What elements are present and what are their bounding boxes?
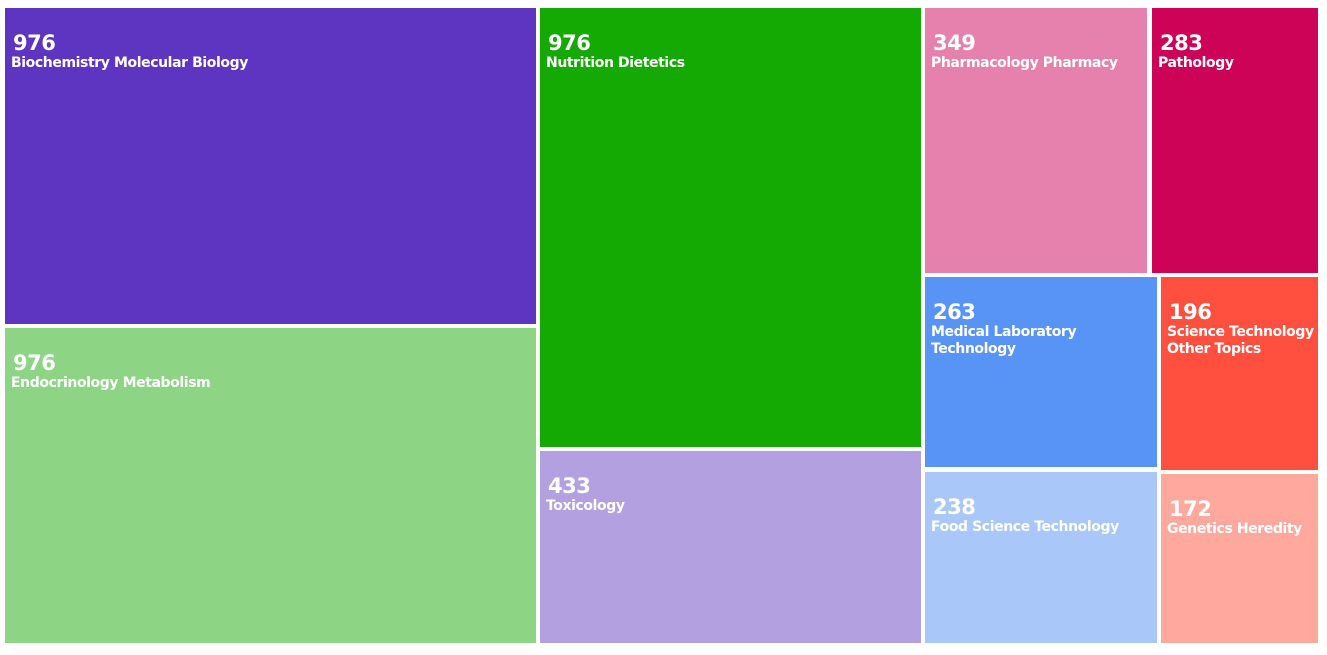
tile-science-technology-other-topics: 196 Science Technology Other Topics (1161, 277, 1318, 470)
tile-label: Medical Laboratory Technology (931, 324, 1077, 357)
tile-value: 238 (933, 495, 976, 519)
tile-value: 976 (13, 31, 56, 55)
tile-label: Endocrinology Metabolism (11, 375, 211, 391)
tile-value: 433 (548, 474, 591, 498)
tile-value: 976 (548, 31, 591, 55)
tile-medical-laboratory-technology: 263 Medical Laboratory Technology (925, 277, 1157, 467)
tile-nutrition-dietetics: 976 Nutrition Dietetics (540, 8, 921, 447)
tile-label: Toxicology (546, 498, 625, 514)
tile-label: Genetics Heredity (1167, 521, 1302, 537)
tile-biochemistry-molecular-biology: 976 Biochemistry Molecular Biology (5, 8, 536, 324)
tile-label: Pathology (1158, 55, 1234, 71)
tile-value: 196 (1169, 300, 1212, 324)
tile-label: Nutrition Dietetics (546, 55, 685, 71)
tile-value: 172 (1169, 497, 1212, 521)
tile-value: 976 (13, 351, 56, 375)
tile-endocrinology-metabolism: 976 Endocrinology Metabolism (5, 328, 536, 643)
tile-toxicology: 433 Toxicology (540, 451, 921, 643)
tile-value: 263 (933, 300, 976, 324)
tile-label: Food Science Technology (931, 519, 1119, 535)
tile-label: Science Technology Other Topics (1167, 324, 1314, 357)
tile-food-science-technology: 238 Food Science Technology (925, 472, 1157, 643)
tile-label: Pharmacology Pharmacy (931, 55, 1118, 71)
tile-pharmacology-pharmacy: 349 Pharmacology Pharmacy (925, 8, 1147, 273)
tile-value: 283 (1160, 31, 1203, 55)
tile-genetics-heredity: 172 Genetics Heredity (1161, 474, 1318, 643)
tile-value: 349 (933, 31, 976, 55)
tile-label: Biochemistry Molecular Biology (11, 55, 248, 71)
tile-pathology: 283 Pathology (1152, 8, 1318, 273)
